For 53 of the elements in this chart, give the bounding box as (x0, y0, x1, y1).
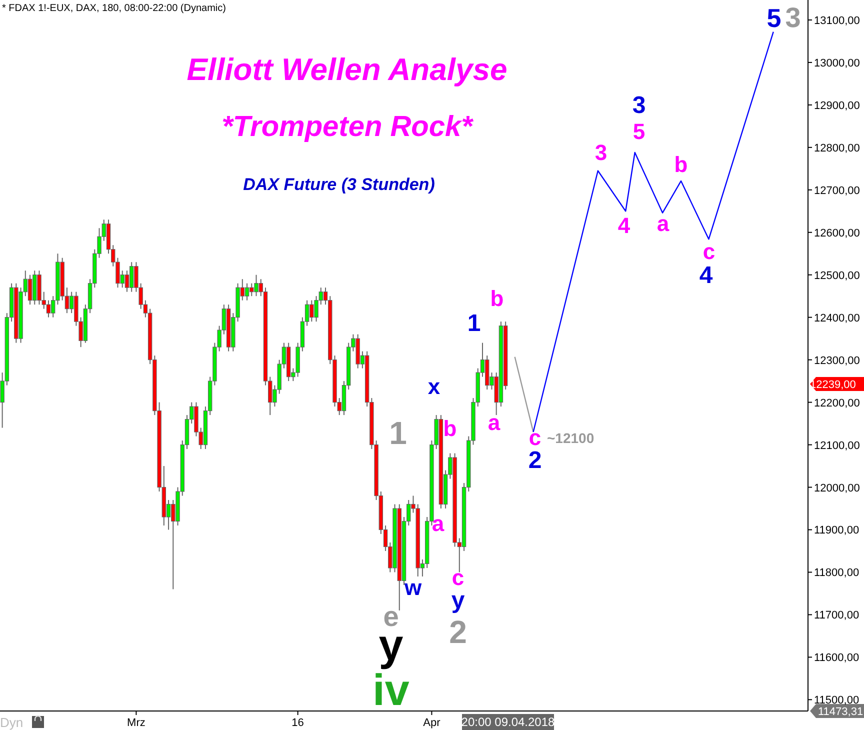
line-series (532, 31, 774, 433)
annotation: b (443, 416, 457, 441)
annotation: * FDAX 1!-EUX, DAX, 180, 08:00-22:00 (Dynamic) (2, 3, 226, 14)
annotation: 4 (618, 213, 631, 238)
text: Dyn (0, 715, 24, 730)
y-tick-label: 11800,00 (814, 567, 860, 580)
annotation: c (528, 425, 542, 450)
y-tick-label: 13100,00 (814, 14, 860, 27)
y-tick-label: 12000,00 (814, 482, 860, 494)
y-tick-label: 11900,00 (814, 524, 860, 537)
annotation: x (428, 374, 441, 399)
y-tick-label: 12800,00 (814, 142, 860, 154)
x-tick-label: Apr (423, 717, 441, 729)
y-tick-label: 11473,31 (818, 706, 864, 718)
y-tick-label: 12400,00 (814, 312, 860, 324)
y-tick-label: 13000,00 (814, 57, 860, 70)
annotation: a (488, 410, 501, 435)
y-tick-label: 11500,00 (814, 694, 860, 707)
annotation: DAX Future (3 Stunden) (243, 175, 436, 194)
x-tick-label: 16 (292, 717, 304, 729)
y-tick-label: 12600,00 (814, 227, 860, 240)
annotation: 2 (449, 614, 467, 650)
y-tick-label: 12300,00 (814, 354, 860, 367)
y-tick-label: 12100,00 (814, 440, 860, 452)
annotation: 1 (389, 415, 407, 451)
y-tick-label: 12500,00 (814, 270, 860, 282)
annotation: a (432, 511, 445, 536)
annotation: 2 (528, 447, 542, 474)
y-tick-label: 12200,00 (814, 397, 860, 410)
annotation: c (452, 565, 464, 590)
annotation: c (702, 239, 716, 264)
annotation: 5 (766, 3, 782, 33)
x-tick-label: Mrz (127, 717, 146, 729)
annotation: y (451, 587, 466, 614)
annotation: 3 (785, 2, 801, 33)
annotation: 3 (632, 92, 646, 119)
annotation: ~12100 (547, 430, 594, 446)
text: Elliott Wellen Analyse (186, 52, 508, 87)
annotation: b (490, 286, 504, 311)
annotation: 1 (467, 310, 481, 337)
y-tick-label: 12900,00 (814, 100, 860, 112)
y-tick-label: 11700,00 (814, 610, 860, 622)
text: 20:00 09.04.2018 (461, 715, 556, 729)
y-tick-label: 12700,00 (814, 184, 860, 197)
y-tick-label: 11600,00 (814, 652, 860, 664)
text: 12239,00 (810, 379, 856, 391)
annotation: 4 (699, 262, 714, 289)
text: *Trompeten Rock* (222, 111, 474, 143)
annotation: a (656, 211, 670, 236)
annotation: 5 (632, 119, 646, 144)
annotation: 3 (594, 140, 608, 165)
annotation: w (403, 575, 422, 600)
annotation: b (674, 152, 688, 177)
